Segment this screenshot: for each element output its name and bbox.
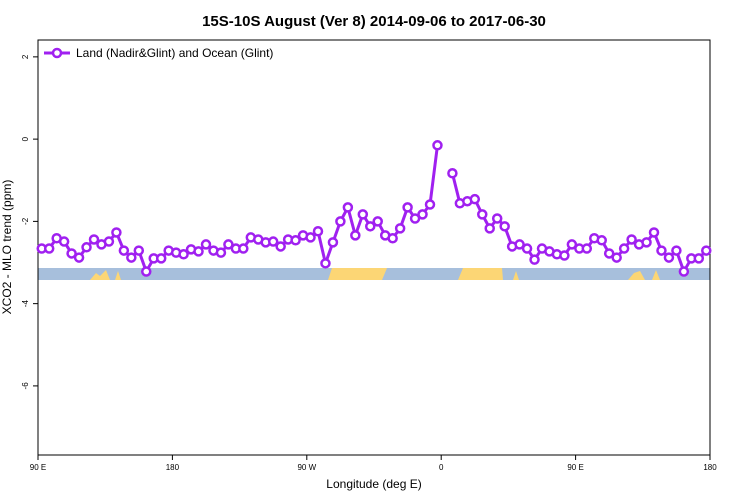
data-point (327, 237, 339, 248)
data-point (603, 248, 615, 259)
data-point (559, 250, 570, 261)
x-axis-label: Longitude (deg E) (326, 477, 421, 491)
data-point (499, 221, 510, 232)
x-tick-label: 90 E (567, 463, 583, 472)
data-point (342, 202, 354, 213)
data-point (447, 168, 458, 179)
data-point (320, 258, 331, 269)
data-point (581, 243, 593, 254)
data-point (290, 235, 301, 246)
data-point (432, 140, 443, 151)
data-point (238, 243, 249, 254)
land-ocean-strip (38, 268, 710, 280)
y-tick-label: 2 (21, 54, 30, 59)
y-tick-label: 0 (21, 136, 30, 141)
legend-label: Land (Nadir&Glint) and Ocean (Glint) (76, 46, 273, 60)
data-point (275, 241, 286, 252)
data-point (155, 253, 167, 264)
data-point (215, 247, 227, 258)
data-point (641, 237, 652, 248)
data-point (305, 232, 316, 243)
data-point (133, 245, 145, 256)
x-tick-label: 0 (439, 463, 444, 472)
data-point (43, 243, 55, 254)
data-point (141, 266, 152, 277)
legend: Land (Nadir&Glint) and Ocean (Glint) (44, 46, 273, 60)
data-point (618, 243, 630, 254)
data-point (491, 213, 503, 224)
data-point (81, 242, 92, 253)
data-point (111, 227, 122, 238)
data-point (178, 249, 189, 260)
data-point (312, 226, 324, 237)
data-point (58, 236, 70, 247)
data-point (402, 202, 413, 213)
data-point (611, 252, 622, 263)
data-point (521, 243, 533, 254)
data-point (193, 246, 204, 257)
data-point (424, 199, 436, 210)
data-point (394, 223, 406, 234)
data-point (103, 236, 115, 247)
x-tick-label: 90 E (30, 463, 46, 472)
y-tick-label: -6 (21, 382, 30, 390)
data-point (701, 245, 712, 256)
data-point (267, 236, 279, 247)
data-point (365, 221, 376, 232)
data-point (484, 223, 495, 234)
data-point (66, 248, 77, 259)
data-point (596, 235, 607, 246)
data-point (223, 239, 234, 250)
x-tick-label: 180 (166, 463, 180, 472)
x-tick-label: 90 W (297, 463, 316, 472)
data-point (566, 239, 578, 250)
data-point (350, 230, 361, 241)
data-point (626, 234, 637, 245)
data-point (118, 245, 130, 256)
data-point (663, 252, 675, 263)
data-point (529, 254, 540, 265)
y-tick-label: -4 (21, 300, 30, 308)
data-point (656, 245, 667, 256)
data-point (357, 209, 369, 220)
data-point (693, 253, 705, 264)
y-tick-label: -2 (21, 217, 30, 225)
data-point (514, 239, 525, 250)
data-point (417, 209, 428, 220)
data-point (409, 213, 421, 224)
chart-title: 15S-10S August (Ver 8) 2014-09-06 to 201… (202, 13, 546, 30)
data-point (200, 239, 212, 250)
y-axis-label: XCO2 - MLO trend (ppm) (0, 180, 14, 315)
legend-marker (51, 47, 63, 59)
data-point (88, 234, 100, 245)
data-point (335, 216, 346, 227)
data-point (671, 245, 682, 256)
data-point (73, 252, 85, 263)
data-point (387, 232, 398, 244)
data-point (678, 266, 690, 277)
data-point (648, 227, 660, 238)
data-point (469, 193, 481, 205)
data-point (372, 216, 383, 227)
x-tick-label: 180 (703, 463, 717, 472)
data-point (477, 209, 488, 220)
data-point (126, 252, 137, 263)
